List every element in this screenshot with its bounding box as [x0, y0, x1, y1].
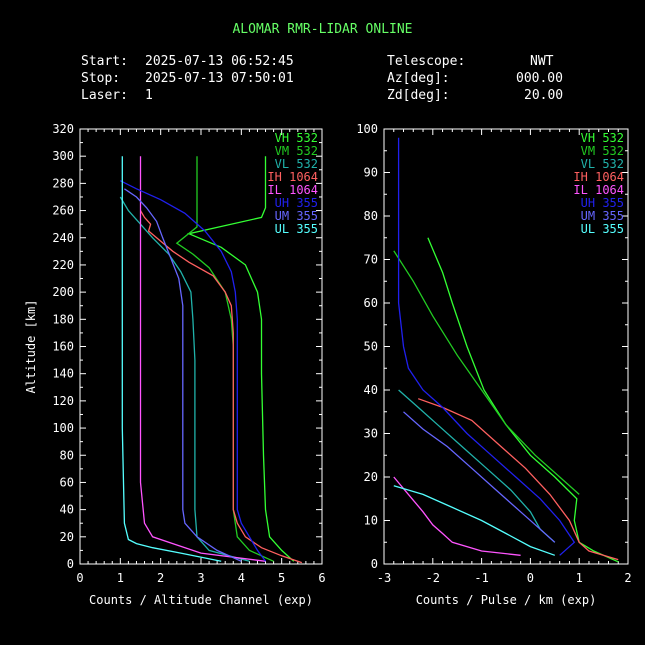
y-tick-label: 100: [52, 421, 74, 435]
y-tick-label: 100: [356, 122, 378, 136]
y-tick-label: 260: [52, 204, 74, 218]
stop-label: Stop:: [81, 71, 121, 86]
series-line-il-1064: [139, 156, 266, 562]
legend-entry: UH 355: [275, 196, 318, 210]
telescope-value: NWT: [530, 54, 554, 69]
y-tick-label: 20: [364, 470, 378, 484]
y-tick-label: 0: [67, 557, 74, 571]
series-line-um-355: [124, 188, 242, 562]
az-value: 000.00: [516, 71, 563, 86]
laser-label: Laser:: [81, 88, 128, 103]
y-tick-label: 320: [52, 122, 74, 136]
x-tick-label: -3: [377, 571, 391, 585]
legend-entry: IL 1064: [267, 183, 318, 197]
legend-entry: UM 355: [275, 209, 318, 223]
legend-entry: IL 1064: [573, 183, 624, 197]
x-axis-label: Counts / Pulse / km (exp): [416, 593, 597, 607]
zd-label: Zd[deg]:: [387, 88, 450, 103]
telescope-label: Telescope:: [387, 54, 466, 69]
x-tick-label: 3: [197, 571, 204, 585]
start-value: 2025-07-13 06:52:45: [145, 54, 294, 69]
series-line-il-1064: [393, 476, 521, 556]
series-line-ih-1064: [417, 398, 619, 561]
x-axis-label: Counts / Altitude Channel (exp): [89, 593, 313, 607]
x-tick-label: 5: [278, 571, 285, 585]
series-line-uh-355: [397, 137, 576, 556]
legend-entry: VL 532: [275, 157, 318, 171]
y-tick-label: 280: [52, 176, 74, 190]
legend-entry: UH 355: [581, 196, 624, 210]
x-tick-label: 4: [238, 571, 245, 585]
x-tick-label: 6: [318, 571, 325, 585]
y-tick-label: 220: [52, 258, 74, 272]
legend-entry: VH 532: [581, 131, 624, 145]
series-line-vm-532: [175, 156, 274, 562]
series-line-ul-355: [121, 156, 222, 562]
y-tick-label: 160: [52, 340, 74, 354]
page-title: ALOMAR RMR-LIDAR ONLINE: [232, 22, 413, 37]
legend-entry: UM 355: [581, 209, 624, 223]
x-tick-label: -1: [474, 571, 488, 585]
series-line-ih-1064: [139, 210, 303, 564]
legend-entry: UL 355: [581, 222, 624, 236]
y-tick-label: 140: [52, 367, 74, 381]
az-label: Az[deg]:: [387, 71, 450, 86]
y-tick-label: 10: [364, 514, 378, 528]
y-tick-label: 40: [364, 383, 378, 397]
y-tick-label: 60: [364, 296, 378, 310]
y-tick-label: 30: [364, 427, 378, 441]
x-tick-label: 1: [117, 571, 124, 585]
legend-entry: IH 1064: [573, 170, 624, 184]
start-label: Start:: [81, 54, 128, 69]
y-tick-label: 0: [371, 557, 378, 571]
y-tick-label: 70: [364, 253, 378, 267]
y-tick-label: 300: [52, 149, 74, 163]
legend-entry: VM 532: [275, 144, 318, 158]
y-tick-label: 180: [52, 312, 74, 326]
y-tick-label: 60: [60, 475, 74, 489]
y-tick-label: 80: [364, 209, 378, 223]
series-line-vl-532: [398, 389, 556, 543]
y-tick-label: 40: [60, 503, 74, 517]
x-tick-label: 0: [76, 571, 83, 585]
y-tick-label: 80: [60, 448, 74, 462]
legend-entry: UL 355: [275, 222, 318, 236]
laser-value: 1: [145, 88, 153, 103]
y-tick-label: 50: [364, 340, 378, 354]
series-line-vh-532: [186, 156, 295, 562]
series-line-vl-532: [119, 196, 250, 562]
x-tick-label: -2: [426, 571, 440, 585]
stop-value: 2025-07-13 07:50:01: [145, 71, 294, 86]
x-tick-label: 2: [624, 571, 631, 585]
legend-entry: IH 1064: [267, 170, 318, 184]
y-tick-label: 240: [52, 231, 74, 245]
x-tick-label: 1: [576, 571, 583, 585]
legend-entry: VL 532: [581, 157, 624, 171]
y-tick-label: 120: [52, 394, 74, 408]
legend-entry: VH 532: [275, 131, 318, 145]
x-tick-label: 0: [527, 571, 534, 585]
y-tick-label: 200: [52, 285, 74, 299]
y-axis-label: Altitude [km]: [24, 300, 38, 394]
zd-value: 20.00: [524, 88, 564, 103]
x-tick-label: 2: [157, 571, 164, 585]
y-tick-label: 90: [364, 166, 378, 180]
y-tick-label: 20: [60, 530, 74, 544]
legend-entry: VM 532: [581, 144, 624, 158]
series-line-uh-355: [120, 180, 267, 562]
series-line-ul-355: [393, 485, 556, 556]
series-line-vm-532: [393, 250, 580, 495]
series-line-um-355: [403, 411, 556, 543]
